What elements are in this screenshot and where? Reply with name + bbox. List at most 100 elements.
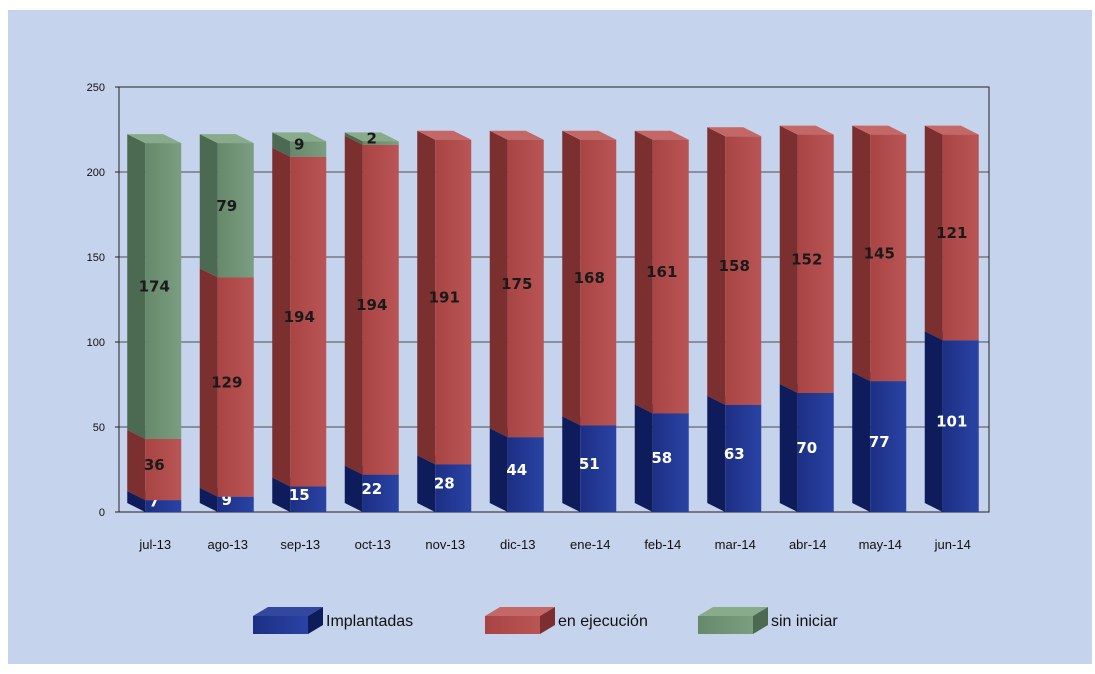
bar-segment-implantadas: 63 bbox=[707, 395, 762, 512]
legend-swatch-side bbox=[540, 607, 555, 634]
bar-front-face bbox=[145, 438, 182, 501]
bar-side-face bbox=[634, 404, 653, 512]
bar-front-face bbox=[580, 425, 617, 512]
bar-front-face bbox=[145, 143, 182, 439]
x-category-label: ago-13 bbox=[208, 537, 248, 552]
legend-label: en ejecución bbox=[558, 613, 648, 630]
legend-swatch-top bbox=[698, 607, 768, 616]
bar-front-face bbox=[580, 139, 617, 426]
bar-side-face bbox=[272, 477, 291, 512]
bar-value-label: 51 bbox=[579, 455, 600, 473]
x-category-label: jul-13 bbox=[138, 537, 171, 552]
bar-segment-en-ejecución: 152 bbox=[779, 125, 834, 393]
bar-side-face bbox=[199, 268, 218, 497]
bar-segment-en-ejecución: 161 bbox=[634, 130, 689, 414]
bar-segment-sin-iniciar: 2 bbox=[344, 130, 399, 148]
legend-swatch-side bbox=[753, 607, 768, 634]
legend-swatch bbox=[698, 616, 753, 634]
bar-value-label: 22 bbox=[361, 480, 382, 498]
bar-front-face bbox=[870, 381, 907, 512]
bar-value-label: 58 bbox=[651, 449, 672, 467]
bar-value-label: 70 bbox=[796, 439, 817, 457]
y-tick-label: 100 bbox=[87, 337, 105, 349]
bar-value-label: 9 bbox=[222, 491, 232, 509]
bar-top-face bbox=[779, 125, 834, 135]
plot-area: 0 50 100 150 200 250 7 36 174 jul-13 9 129 79 ago-13 1… bbox=[87, 82, 990, 552]
bar-value-label: 44 bbox=[506, 461, 527, 479]
stacked-bar-chart: 0 50 100 150 200 250 7 36 174 jul-13 9 129 79 ago-13 1… bbox=[87, 82, 990, 634]
bar-side-face bbox=[707, 127, 726, 405]
bar-top-face bbox=[634, 130, 689, 140]
bar-top-face bbox=[272, 132, 327, 142]
bar-front-face bbox=[435, 139, 472, 465]
y-tick-label: 150 bbox=[87, 252, 105, 264]
bar-value-label: 77 bbox=[869, 433, 890, 451]
x-category-label: ene-14 bbox=[570, 537, 610, 552]
legend-item-en-ejecución: en ejecución bbox=[485, 607, 648, 634]
bar-segment-en-ejecución: 194 bbox=[344, 135, 399, 475]
bar-value-label: 36 bbox=[144, 456, 165, 474]
bar-segment-en-ejecución: 191 bbox=[417, 130, 472, 465]
bar-value-label: 63 bbox=[724, 445, 745, 463]
bar-value-label: 161 bbox=[646, 263, 677, 281]
bar-side-face bbox=[344, 135, 363, 475]
bar-front-face bbox=[290, 141, 327, 157]
bar-segment-implantadas: 51 bbox=[562, 416, 617, 512]
legend-swatch-top bbox=[485, 607, 555, 616]
bar-value-label: 9 bbox=[294, 136, 304, 154]
bar-front-face bbox=[217, 277, 254, 497]
bar-front-face bbox=[870, 134, 907, 382]
bar-front-face bbox=[145, 500, 182, 512]
bar-side-face bbox=[562, 130, 581, 426]
bar-side-face bbox=[417, 130, 436, 465]
bar-segment-en-ejecución: 121 bbox=[924, 125, 979, 341]
bar-segment-implantadas: 28 bbox=[417, 455, 472, 512]
bar-front-face bbox=[725, 404, 762, 512]
bar-segment-sin-iniciar: 9 bbox=[272, 132, 327, 157]
bar-segment-en-ejecución: 168 bbox=[562, 130, 617, 426]
bar-front-face bbox=[362, 141, 399, 145]
bar-front-face bbox=[942, 134, 979, 341]
bar-side-face bbox=[489, 428, 508, 512]
bar-side-face bbox=[779, 384, 798, 512]
x-category-label: sep-13 bbox=[280, 537, 320, 552]
x-category-label: abr-14 bbox=[789, 537, 827, 552]
bar-value-label: 145 bbox=[864, 244, 895, 262]
bar-segment-implantadas: 101 bbox=[924, 331, 979, 512]
legend-item-implantadas: Implantadas bbox=[253, 607, 413, 634]
bar-value-label: 129 bbox=[211, 374, 242, 392]
plot-frame bbox=[118, 86, 990, 513]
bar-side-face bbox=[344, 132, 363, 145]
bar-segment-implantadas: 70 bbox=[779, 384, 834, 512]
bar-value-label: 2 bbox=[367, 130, 377, 148]
bar-side-face bbox=[272, 147, 291, 487]
bar-side-face bbox=[852, 125, 871, 382]
bar-value-label: 28 bbox=[434, 475, 455, 493]
bar-front-face bbox=[507, 139, 544, 438]
bar-side-face bbox=[852, 372, 871, 512]
bar-top-face bbox=[127, 134, 182, 144]
legend-swatch-top bbox=[253, 607, 323, 616]
bar-side-face bbox=[707, 395, 726, 512]
legend-swatch bbox=[253, 616, 308, 634]
bar-side-face bbox=[127, 429, 146, 501]
bar-segment-sin-iniciar: 79 bbox=[199, 134, 254, 278]
bar-front-face bbox=[652, 413, 689, 512]
x-category-label: dic-13 bbox=[500, 537, 535, 552]
bar-segment-en-ejecución: 158 bbox=[707, 127, 762, 405]
bar-value-label: 194 bbox=[284, 308, 315, 326]
bar-value-label: 121 bbox=[936, 224, 967, 242]
bar-side-face bbox=[489, 130, 508, 438]
legend-label: Implantadas bbox=[326, 613, 413, 630]
bar-value-label: 194 bbox=[356, 296, 387, 314]
y-tick-label: 250 bbox=[87, 82, 105, 94]
bar-segment-en-ejecución: 194 bbox=[272, 147, 327, 487]
bar-top-face bbox=[924, 125, 979, 135]
bar-front-face bbox=[797, 393, 834, 512]
bar-value-label: 7 bbox=[149, 493, 159, 511]
bar-segment-en-ejecución: 145 bbox=[852, 125, 907, 382]
bar-side-face bbox=[344, 465, 363, 512]
x-category-label: feb-14 bbox=[644, 537, 681, 552]
bar-front-face bbox=[507, 437, 544, 512]
bar-segment-implantadas: 58 bbox=[634, 404, 689, 512]
